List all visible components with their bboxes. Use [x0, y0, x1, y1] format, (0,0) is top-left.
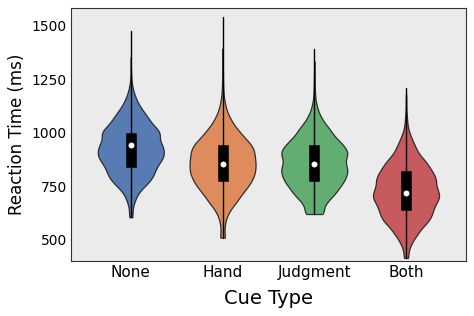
Y-axis label: Reaction Time (ms): Reaction Time (ms) [9, 54, 27, 216]
Point [402, 190, 410, 195]
Point [127, 143, 135, 148]
Point [310, 161, 318, 166]
FancyBboxPatch shape [126, 133, 136, 167]
FancyBboxPatch shape [309, 145, 319, 181]
FancyBboxPatch shape [218, 145, 228, 181]
X-axis label: Cue Type: Cue Type [224, 289, 313, 308]
Point [219, 161, 227, 166]
FancyBboxPatch shape [401, 171, 411, 210]
